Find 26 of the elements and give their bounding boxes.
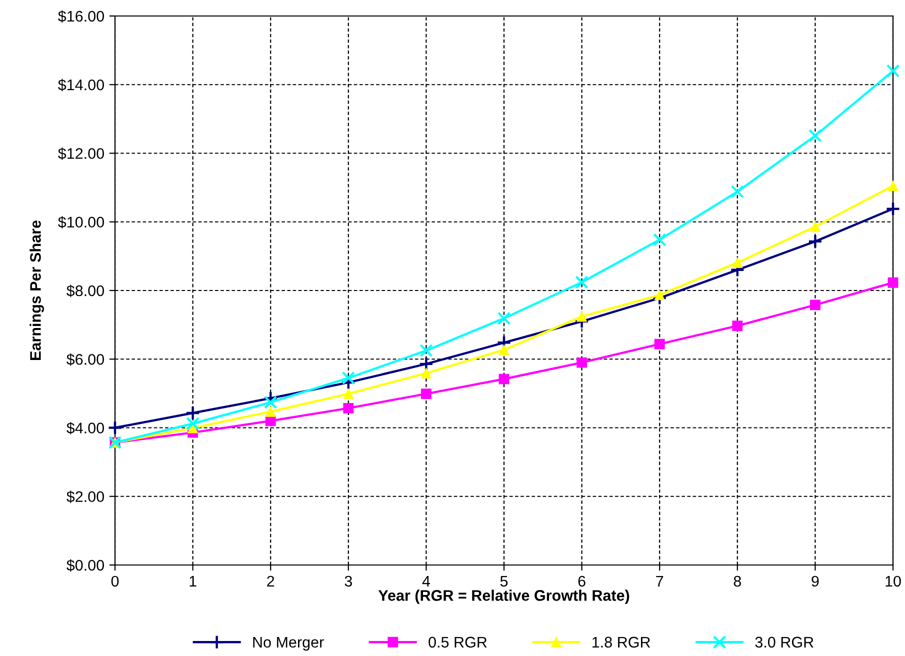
x-tick-label: 1 <box>190 576 196 586</box>
y-tick-label: $8.00 <box>66 284 104 298</box>
y-tick-label: $0.00 <box>66 559 104 572</box>
y-tick-label: $16.00 <box>58 10 104 23</box>
legend-label: 0.5 RGR <box>428 636 487 648</box>
x-tick-label: 6 <box>578 576 586 587</box>
x-tick-label: 4 <box>422 576 430 586</box>
legend-label: No Merger <box>253 636 324 651</box>
x-tick-label: 3 <box>344 576 352 587</box>
y-tick-label: $4.00 <box>66 422 104 434</box>
x-axis-title: Year (RGR = Relative Growth Rate) <box>378 590 630 604</box>
y-axis-title: Earnings Per Share <box>30 220 44 360</box>
y-tick-label: $6.00 <box>66 353 104 366</box>
y-tick-label: $2.00 <box>66 490 104 503</box>
x-tick-label: 10 <box>886 576 901 587</box>
x-tick-label: 8 <box>734 576 741 587</box>
y-tick-label: $14.00 <box>58 78 104 92</box>
y-tick-label: $10.00 <box>58 216 104 228</box>
x-tick-label: 5 <box>500 576 508 587</box>
x-tick-label: 7 <box>656 576 664 586</box>
x-tick-label: 0 <box>111 576 119 587</box>
y-tick-label: $12.00 <box>58 147 104 160</box>
legend-label: 3.0 RGR <box>755 636 814 648</box>
x-tick-label: 9 <box>812 576 819 587</box>
x-tick-label: 2 <box>267 576 274 586</box>
legend-label: 1.8 RGR <box>592 636 650 648</box>
